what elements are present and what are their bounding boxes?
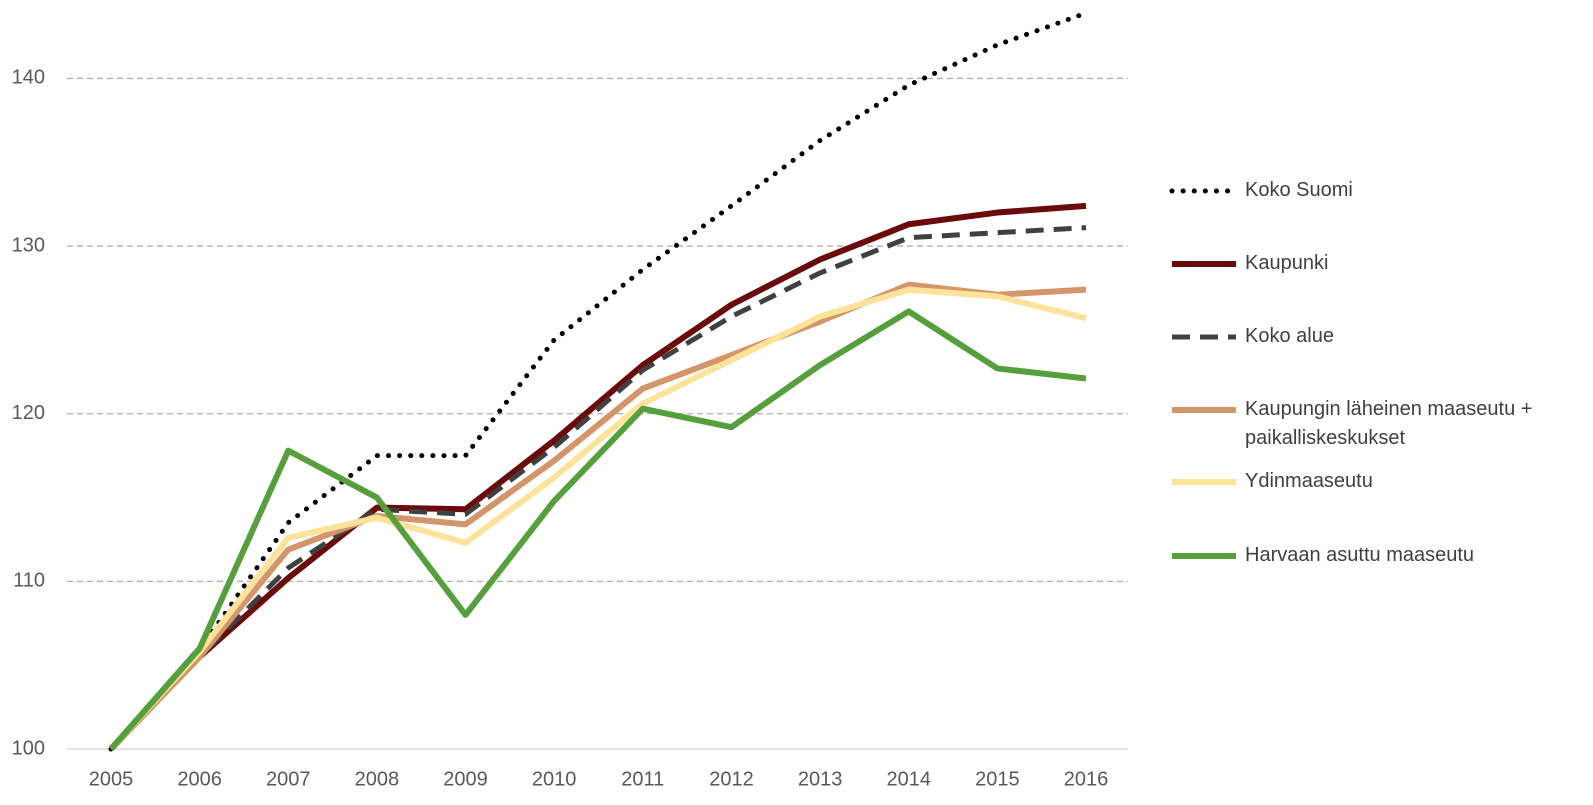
x-tick-label: 2005	[89, 768, 134, 790]
y-tick-label: 140	[12, 67, 45, 89]
legend-label: Kaupungin läheinen maaseutu + paikallisk…	[1245, 398, 1533, 449]
x-tick-label: 2009	[443, 768, 488, 790]
series-line	[109, 225, 1087, 751]
series-line	[108, 10, 1089, 752]
series-line	[108, 281, 1087, 752]
x-tick-label: 2008	[355, 768, 400, 790]
series-line	[108, 308, 1087, 751]
x-tick-label: 2016	[1064, 768, 1109, 790]
x-tick-label: 2007	[266, 768, 311, 790]
x-tick-label: 2015	[975, 768, 1020, 790]
x-tick-label: 2010	[532, 768, 577, 790]
legend-label: Ydinmaaseutu	[1245, 470, 1373, 492]
x-tick-label: 2012	[709, 768, 754, 790]
series-line	[108, 202, 1087, 752]
y-tick-label: 130	[12, 234, 45, 256]
legend-label: Harvaan asuttu maaseutu	[1245, 544, 1475, 566]
legend-label: Koko Suomi	[1245, 179, 1353, 201]
x-tick-label: 2011	[621, 768, 664, 790]
legend-label: Kaupunki	[1245, 252, 1329, 274]
series-line	[108, 286, 1087, 752]
x-tick-label: 2013	[798, 768, 843, 790]
legend-label: Koko alue	[1245, 325, 1334, 347]
y-tick-label: 110	[13, 570, 45, 592]
y-tick-label: 100	[12, 737, 45, 759]
x-tick-label: 2006	[177, 768, 222, 790]
x-tick-label: 2014	[886, 768, 931, 790]
y-tick-label: 120	[12, 402, 45, 424]
